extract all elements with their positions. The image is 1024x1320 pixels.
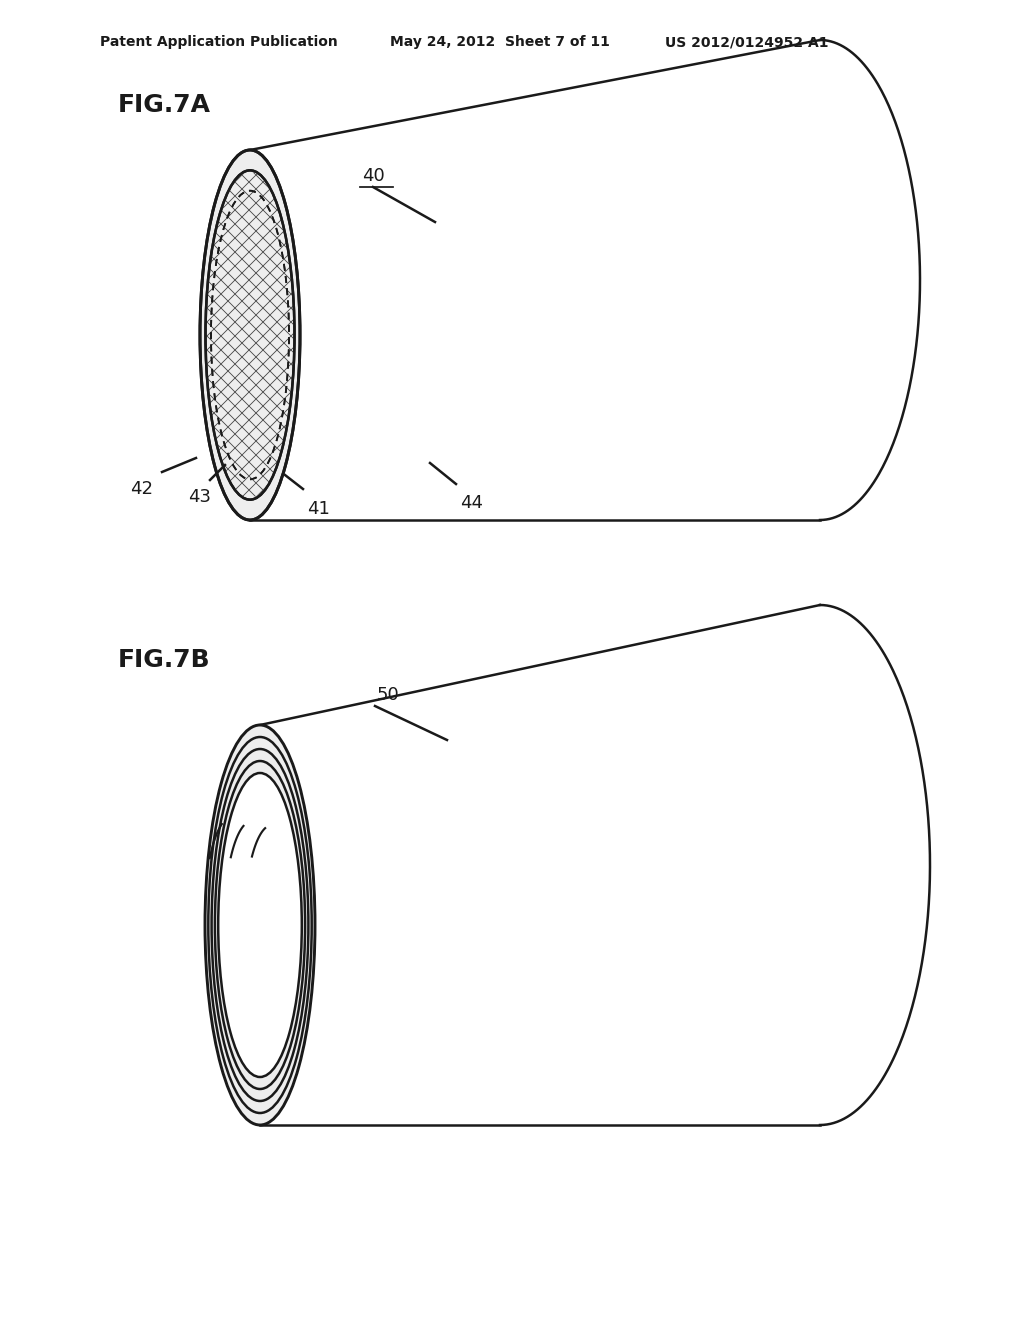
Text: 44: 44: [460, 494, 483, 512]
Ellipse shape: [218, 774, 302, 1077]
Polygon shape: [250, 40, 920, 520]
Text: Patent Application Publication: Patent Application Publication: [100, 36, 338, 49]
Ellipse shape: [205, 725, 315, 1125]
Text: 42: 42: [130, 480, 154, 498]
Text: US 2012/0124952 A1: US 2012/0124952 A1: [665, 36, 828, 49]
Text: 40: 40: [361, 168, 384, 185]
Text: FIG.7B: FIG.7B: [118, 648, 211, 672]
Text: 43: 43: [188, 488, 212, 506]
Text: 41: 41: [306, 500, 330, 517]
Text: 50: 50: [377, 686, 399, 704]
Polygon shape: [260, 605, 930, 1125]
Text: FIG.7A: FIG.7A: [118, 92, 211, 117]
Ellipse shape: [200, 150, 300, 520]
Text: May 24, 2012  Sheet 7 of 11: May 24, 2012 Sheet 7 of 11: [390, 36, 610, 49]
